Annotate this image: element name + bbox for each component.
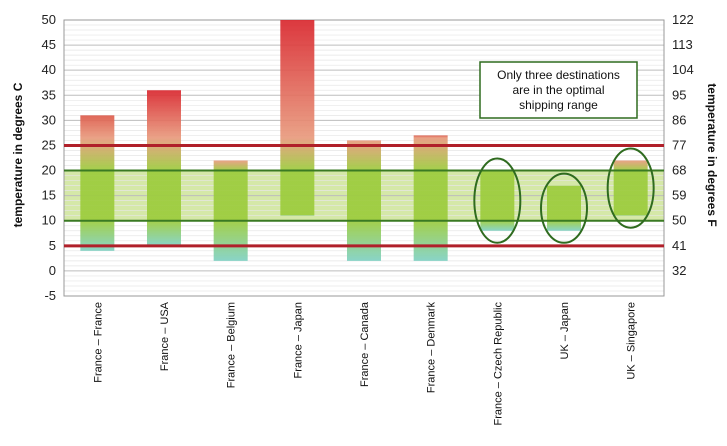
range-bar	[547, 185, 581, 231]
category-label: France – Denmark	[426, 302, 438, 394]
y-tick-right: 86	[672, 112, 686, 127]
range-bar	[347, 140, 381, 261]
highlight-ellipse	[606, 147, 655, 229]
category-label: France – Japan	[292, 302, 304, 378]
y-tick-right: 32	[672, 263, 686, 278]
y-tick-right: 68	[672, 163, 686, 178]
y-axis-title-left: temperature in degrees C	[11, 82, 25, 227]
plot-frame	[63, 19, 665, 297]
highlight-ellipse	[473, 157, 522, 244]
category-label: UK – Singapore	[626, 302, 638, 380]
annotation-line-1: Only three destinations	[497, 68, 620, 82]
y-tick-right: 104	[672, 62, 694, 77]
y-tick-left: 30	[42, 112, 56, 127]
category-label: France – Czech Republic	[492, 302, 504, 426]
y-tick-left: -5	[44, 288, 56, 303]
y-tick-left: 35	[42, 87, 56, 102]
range-bar	[213, 160, 248, 261]
y-tick-right: 41	[672, 238, 686, 253]
range-bar	[280, 20, 315, 216]
y-tick-left: 40	[42, 62, 56, 77]
annotation-line-3: shipping range	[519, 98, 598, 112]
y-tick-right: 77	[672, 137, 686, 152]
y-axis-title-right: temperature in degrees F	[705, 83, 719, 226]
y-tick-left: 20	[42, 163, 56, 178]
category-label: France – USA	[159, 301, 171, 371]
y-tick-right: 59	[672, 188, 686, 203]
range-bar	[413, 135, 448, 261]
y-tick-left: 15	[42, 188, 56, 203]
range-bar	[480, 170, 515, 231]
range-bar	[613, 160, 648, 216]
category-label: France – Belgium	[226, 302, 238, 388]
annotation-line-2: are in the optimal	[512, 83, 604, 97]
y-tick-right: 113	[672, 37, 693, 52]
y-tick-right: 95	[672, 87, 686, 102]
y-tick-right: 122	[672, 12, 694, 27]
range-bar	[147, 90, 181, 246]
category-label: UK – Japan	[559, 302, 571, 359]
y-tick-left: 50	[42, 12, 56, 27]
highlight-ellipse	[540, 172, 588, 244]
category-label: France – France	[92, 302, 104, 383]
range-bar	[80, 115, 115, 251]
y-tick-left: 10	[42, 213, 56, 228]
category-label: France – Canada	[359, 301, 371, 387]
y-tick-left: 0	[49, 263, 56, 278]
annotation-box	[479, 61, 638, 119]
y-tick-right: 50	[672, 213, 686, 228]
y-tick-left: 45	[42, 37, 56, 52]
y-tick-left: 5	[49, 238, 56, 253]
y-tick-left: 25	[42, 137, 56, 152]
